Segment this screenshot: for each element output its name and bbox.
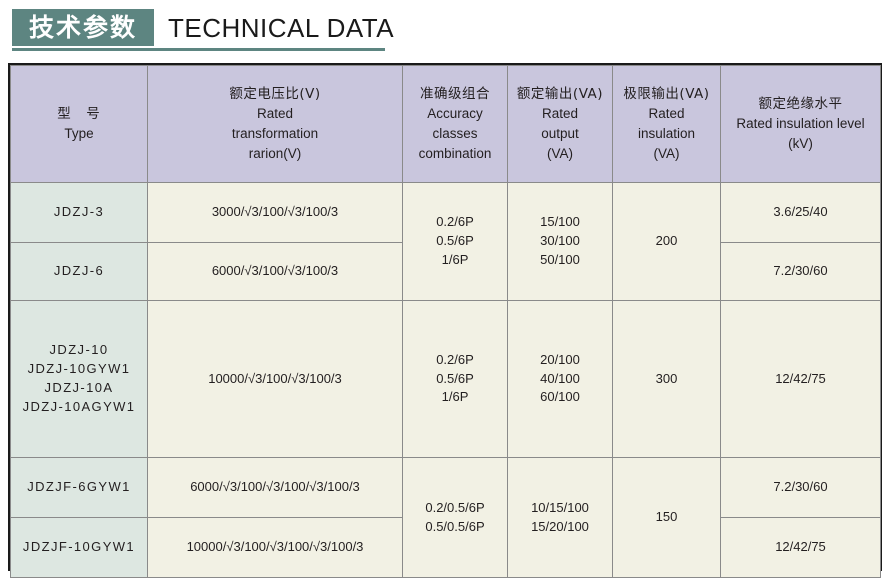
column-header-output-en1: Rated <box>541 105 579 121</box>
cell-type: JDZJF-10GYW1 <box>10 517 148 578</box>
title-chinese-text: 技术参数 <box>28 13 137 42</box>
table-body: JDZJ-3 3000/√3/100/√3/100/3 0.2/6P 0.5/6… <box>10 182 881 578</box>
column-header-level-en2: (kV) <box>788 136 813 152</box>
column-header-insulation-en1: Rated <box>648 105 685 121</box>
table-row: JDZJF-10GYW1 10000/√3/100/√3/100/√3/100/… <box>10 517 881 578</box>
output-line: 40/100 <box>540 370 580 386</box>
type-line: JDZJ-10GYW1 <box>27 361 131 377</box>
technical-data-table-wrapper: 型 号 Type 额定电压比(V) Rated transformation r… <box>8 63 882 578</box>
cell-ratio: 10000/√3/100/√3/100/√3/100/3 <box>147 517 403 578</box>
cell-accuracy: 0.2/6P 0.5/6P 1/6P <box>402 300 508 458</box>
cell-insulation-level: 12/42/75 <box>720 517 881 578</box>
cell-output: 15/100 30/100 50/100 <box>507 182 613 301</box>
cell-type: JDZJF-6GYW1 <box>10 457 148 518</box>
column-header-accuracy-cn: 准确级组合 <box>420 85 490 102</box>
cell-type: JDZJ-10 JDZJ-10GYW1 JDZJ-10A JDZJ-10AGYW… <box>10 300 148 458</box>
column-header-type: 型 号 Type <box>10 65 148 183</box>
column-header-insulation-cn: 极限输出(VA) <box>623 85 710 102</box>
column-header-ratio-en1: Rated <box>256 105 294 121</box>
type-line: JDZJ-10 <box>49 342 109 358</box>
cell-type: JDZJ-3 <box>10 182 148 243</box>
column-header-insulation-level: 额定绝缘水平 Rated insulation level (kV) <box>720 65 881 183</box>
title-chinese-box: 技术参数 <box>12 9 154 46</box>
column-header-output: 额定输出(VA) Rated output (VA) <box>507 65 613 183</box>
column-header-accuracy-en1: Accuracy <box>427 105 483 121</box>
table-row: JDZJ-3 3000/√3/100/√3/100/3 0.2/6P 0.5/6… <box>10 182 881 301</box>
column-header-ratio: 额定电压比(V) Rated transformation rarion(V) <box>147 65 403 183</box>
column-header-accuracy-en2: classes <box>432 126 478 141</box>
cell-insulation: 300 <box>612 300 721 458</box>
cell-ratio: 10000/√3/100/√3/100/3 <box>147 300 403 458</box>
accuracy-line: 0.2/0.5/6P <box>425 499 485 515</box>
table-row: JDZJF-6GYW1 6000/√3/100/√3/100/√3/100/3 … <box>10 457 881 578</box>
column-header-insulation: 极限输出(VA) Rated insulation (VA) <box>612 65 721 183</box>
output-line: 15/20/100 <box>531 518 589 534</box>
cell-output: 20/100 40/100 60/100 <box>507 300 613 458</box>
cell-type: JDZJ-6 <box>10 242 148 301</box>
accuracy-line: 0.5/0.5/6P <box>425 518 485 534</box>
column-header-level-cn: 额定绝缘水平 <box>758 95 843 112</box>
cell-accuracy: 0.2/0.5/6P 0.5/0.5/6P <box>402 457 508 578</box>
cell-ratio: 3000/√3/100/√3/100/3 <box>147 182 403 243</box>
output-line: 10/15/100 <box>531 499 589 515</box>
cell-insulation-level: 7.2/30/60 <box>720 242 881 301</box>
type-line: JDZJ-10AGYW1 <box>22 398 136 414</box>
cell-insulation-level: 3.6/25/40 <box>720 182 881 243</box>
cell-insulation-level: 12/42/75 <box>720 300 881 458</box>
cell-output: 10/15/100 15/20/100 <box>507 457 613 578</box>
column-header-output-en2: output <box>541 126 579 141</box>
cell-ratio: 6000/√3/100/√3/100/3 <box>147 242 403 301</box>
table-header-row: 型 号 Type 额定电压比(V) Rated transformation r… <box>10 65 881 183</box>
column-header-output-cn: 额定输出(VA) <box>516 85 604 102</box>
output-line: 20/100 <box>540 351 580 367</box>
technical-data-table: 型 号 Type 额定电压比(V) Rated transformation r… <box>10 65 881 578</box>
accuracy-line: 1/6P <box>441 389 469 405</box>
output-line: 60/100 <box>540 389 580 405</box>
column-header-accuracy: 准确级组合 Accuracy classes combination <box>402 65 508 183</box>
accuracy-line: 0.2/6P <box>436 214 474 230</box>
output-line: 30/100 <box>540 233 580 249</box>
title-underline <box>12 48 385 51</box>
type-line: JDZJ-10A <box>44 380 114 395</box>
cell-insulation: 200 <box>612 182 721 301</box>
column-header-insulation-en2: insulation <box>637 126 696 141</box>
column-header-accuracy-en3: combination <box>418 146 492 162</box>
accuracy-line: 0.5/6P <box>436 370 474 386</box>
page-title-bar: 技术参数 TECHNICAL DATA <box>0 0 890 56</box>
table-row: JDZJ-6 6000/√3/100/√3/100/3 7.2/30/60 <box>10 242 881 301</box>
cell-insulation-level: 7.2/30/60 <box>720 457 881 518</box>
accuracy-line: 1/6P <box>441 251 469 267</box>
column-header-level-en1: Rated insulation level <box>736 115 865 131</box>
cell-accuracy: 0.2/6P 0.5/6P 1/6P <box>402 182 508 301</box>
output-line: 15/100 <box>540 214 580 230</box>
accuracy-line: 0.2/6P <box>436 351 474 367</box>
title-english-text: TECHNICAL DATA <box>168 13 395 43</box>
column-header-ratio-en2: transformation <box>231 126 319 141</box>
column-header-type-cn: 型 号 <box>57 105 101 122</box>
column-header-output-en3: (VA) <box>547 146 573 162</box>
table-row: JDZJ-10 JDZJ-10GYW1 JDZJ-10A JDZJ-10AGYW… <box>10 300 881 458</box>
column-header-ratio-cn: 额定电压比(V) <box>229 85 321 102</box>
cell-ratio: 6000/√3/100/√3/100/√3/100/3 <box>147 457 403 518</box>
accuracy-line: 0.5/6P <box>436 233 474 249</box>
cell-insulation: 150 <box>612 457 721 578</box>
column-header-ratio-en3: rarion(V) <box>248 146 302 162</box>
column-header-type-en: Type <box>64 126 94 141</box>
column-header-insulation-en3: (VA) <box>653 146 680 162</box>
output-line: 50/100 <box>540 251 580 267</box>
